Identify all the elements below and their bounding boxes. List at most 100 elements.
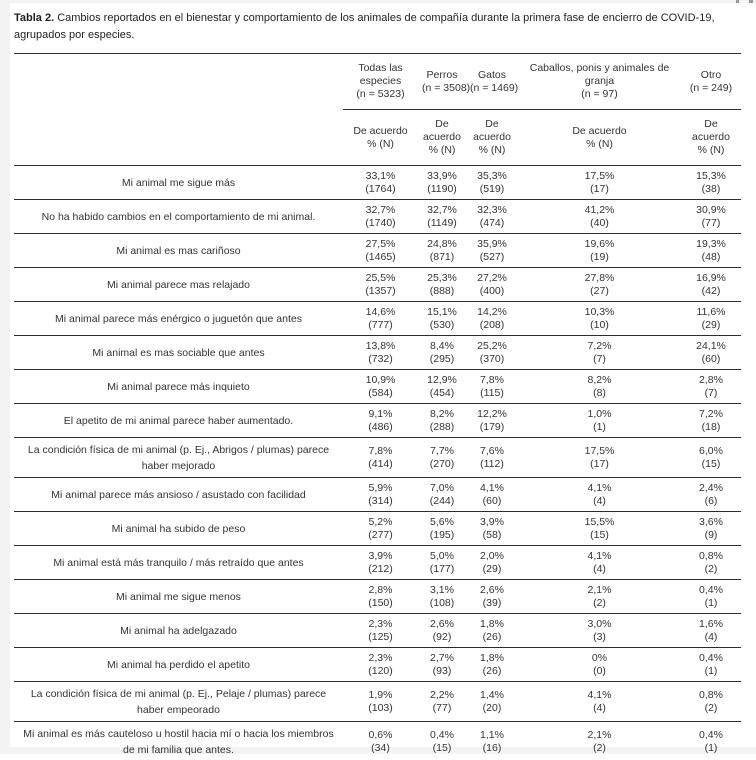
count-value: (10) [590,319,609,331]
count-value: (2) [704,702,718,714]
percent-value: 3,6% [699,516,723,528]
value-cell-otro: 1,6% (4) [681,613,741,648]
percent-value: 2,3% [368,618,393,630]
value-cell-caballos: 41,2% (40) [518,199,681,234]
percent-value: 7,2% [587,340,612,352]
percent-value: 0,8% [699,550,723,562]
percent-value: 0,4% [699,729,723,741]
count-value: (1357) [365,285,396,297]
percent-value: 3,1% [430,584,454,596]
count-value: (40) [590,217,609,229]
value-cell-caballos: 1,0% (1) [518,403,681,438]
count-value: (295) [429,353,455,365]
count-value: (1) [704,742,718,754]
percent-value: 27,8% [584,272,615,284]
percent-value: 3,0% [587,618,612,630]
value-cell-gatos: 1,8% (26) [466,647,518,682]
value-cell-otro: 0,4% (1) [681,579,741,614]
percent-value: 33,1% [365,170,396,182]
percent-value: 27,2% [477,272,507,284]
value-cell-todas: 5,2% (277) [343,511,418,546]
value-cell-gatos: 2,6% (39) [466,579,518,614]
count-value: (150) [368,597,393,609]
row-label: Mi animal parece más enérgico o juguetón… [14,301,343,336]
table-caption-text: Cambios reportados en el bienestar y com… [14,12,715,41]
value-cell-perros: 25,3% (888) [418,267,466,302]
row-label: Mi animal parece mas relajado [14,267,343,302]
count-value: (60) [482,495,502,507]
value-cell-perros: 15,1% (530) [418,301,466,336]
percent-value: 0,4% [699,584,723,596]
value-cell-caballos: 8,2% (8) [518,369,681,404]
value-cell-otro: 19,3% (48) [681,233,741,268]
count-value: (2) [593,742,606,754]
value-cell-gatos: 1,1% (16) [466,721,518,760]
value-cell-caballos: 2,1% (2) [518,721,681,760]
column-header-gatos: Gatos (n = 1469) [466,53,518,110]
value-cell-caballos: 3,0% (3) [518,613,681,648]
value-cell-otro: 16,9% (42) [681,267,741,302]
subheader-caballos: De acuerdo% (N) [518,109,681,166]
row-label: Mi animal ha adelgazado [14,613,343,648]
count-value: (732) [368,353,393,365]
count-value: (277) [368,529,393,541]
row-label: Mi animal está más tranquilo / más retra… [14,545,343,580]
species-header-row: Todas las especies (n = 5323) Perros (n = … [14,53,741,110]
value-cell-todas: 33,1% (1764) [343,165,418,200]
percent-value: 15,3% [696,170,726,182]
percent-value: 17,5% [584,170,615,182]
table-row: El apetito de mi animal parece haber aum… [14,403,741,438]
table-row: Mi animal ha adelgazado 2,3% (125) 2,6% (9… [14,613,741,648]
value-cell-caballos: 4,1% (4) [518,477,681,512]
count-value: (19) [590,251,609,263]
value-cell-perros: 3,1% (108) [418,579,466,614]
count-value: (314) [368,495,393,507]
count-value: (6) [704,495,718,507]
percent-value: 2,8% [699,374,723,386]
count-value: (27) [590,285,609,297]
percent-value: 1,6% [699,618,723,630]
value-cell-perros: 5,6% (195) [418,511,466,546]
value-cell-otro: 30,9% (77) [681,199,741,234]
value-cell-todas: 1,9% (103) [343,681,418,722]
count-value: (2) [593,597,606,609]
count-value: (4) [593,563,606,575]
percent-value: 0,6% [368,729,393,741]
percent-value: 25,3% [427,272,457,284]
percent-value: 2,4% [699,482,723,494]
value-cell-otro: 15,3% (38) [681,165,741,200]
value-cell-todas: 9,1% (486) [343,403,418,438]
count-value: (195) [429,529,455,541]
value-cell-perros: 0,4% (15) [418,721,466,760]
row-label: Mi animal ha subido de peso [14,511,343,546]
percent-value: 5,6% [430,516,454,528]
table-header: Todas las especies (n = 5323) Perros (n = … [14,53,741,166]
row-label-column-header [14,53,343,110]
count-value: (244) [429,495,455,507]
value-cell-perros: 24,8% (871) [418,233,466,268]
count-value: (4) [593,702,606,714]
value-cell-gatos: 1,4% (20) [466,681,518,722]
percent-value: 9,1% [368,408,393,420]
value-cell-caballos: 15,5% (15) [518,511,681,546]
value-cell-gatos: 32,3% (474) [466,199,518,234]
percent-value: 27,5% [365,238,396,250]
percent-value: 1,8% [480,652,504,664]
percent-value: 24,1% [696,340,726,352]
row-label: Mi animal es mas cariñoso [14,233,343,268]
table-row: Mi animal es más cauteloso u hostil haci… [14,721,741,760]
count-value: (4) [593,495,606,507]
percent-value: 32,3% [477,204,507,216]
percent-value: 1,9% [368,689,393,701]
percent-value: 4,1% [587,689,612,701]
value-cell-gatos: 2,0% (29) [466,545,518,580]
count-value: (1) [704,665,718,677]
count-value: (15) [701,458,721,470]
value-cell-todas: 13,8% (732) [343,335,418,370]
percent-value: 32,7% [427,204,457,216]
row-label: La condición física de mi animal (p. Ej.… [14,437,343,478]
value-cell-gatos: 14,2% (208) [466,301,518,336]
count-value: (519) [479,183,505,195]
percent-value: 7,8% [368,445,393,457]
value-cell-gatos: 27,2% (400) [466,267,518,302]
